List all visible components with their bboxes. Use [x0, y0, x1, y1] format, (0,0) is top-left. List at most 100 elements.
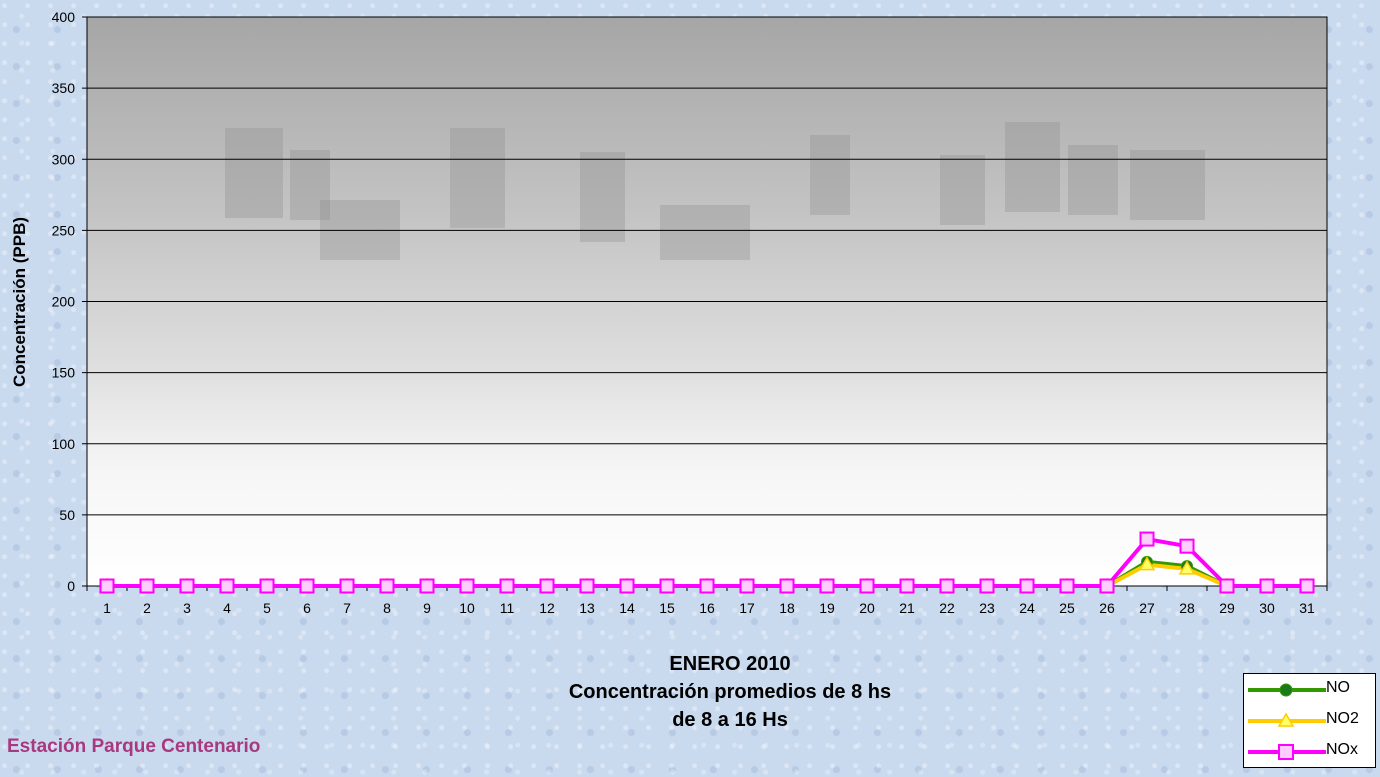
y-tick-label: 250 [52, 222, 76, 238]
legend-item-nox: NOx [1244, 737, 1377, 767]
data-point-nox [419, 578, 435, 594]
x-tick-label: 28 [1179, 600, 1195, 616]
data-point-nox [539, 578, 555, 594]
x-tick-label: 8 [383, 600, 391, 616]
y-tick-label: 0 [67, 578, 75, 594]
x-tick-label: 24 [1019, 600, 1035, 616]
y-tick-label: 400 [52, 9, 76, 25]
data-point-nox [499, 578, 515, 594]
skyline-building [290, 150, 330, 220]
y-axis-label: Concentración (PPB) [10, 217, 29, 387]
x-tick-label: 29 [1219, 600, 1235, 616]
x-tick-label: 13 [579, 600, 595, 616]
x-tick-label: 3 [183, 600, 191, 616]
data-point-nox [1259, 578, 1275, 594]
x-tick-label: 19 [819, 600, 835, 616]
chart-title: ENERO 2010 [669, 653, 791, 675]
legend-label-no2: NO2 [1326, 710, 1359, 727]
x-tick-label: 9 [423, 600, 431, 616]
data-point-nox [699, 578, 715, 594]
skyline-building [1068, 145, 1118, 215]
data-point-nox [739, 578, 755, 594]
data-point-nox [819, 578, 835, 594]
data-point-nox [619, 578, 635, 594]
x-tick-label: 4 [223, 600, 231, 616]
y-tick-label: 350 [52, 80, 76, 96]
data-point-nox [1139, 531, 1155, 547]
chart-subtitle-2: de 8 a 16 Hs [672, 709, 788, 731]
data-point-nox [299, 578, 315, 594]
series-group [98, 531, 1316, 594]
skyline-building [450, 128, 505, 228]
data-point-nox [139, 578, 155, 594]
chart-subtitle-1: Concentración promedios de 8 hs [568, 681, 892, 703]
data-point-no2 [1138, 556, 1156, 571]
skyline-building [1005, 122, 1060, 212]
x-tick-label: 5 [263, 600, 271, 616]
data-point-nox [979, 578, 995, 594]
skyline-building [580, 152, 625, 242]
data-point-nox [259, 578, 275, 594]
x-tick-label: 10 [459, 600, 475, 616]
x-tick-label: 20 [859, 600, 875, 616]
legend-label-no: NO [1326, 679, 1350, 696]
data-point-nox [1099, 578, 1115, 594]
x-tick-label: 7 [343, 600, 351, 616]
x-tick-label: 23 [979, 600, 995, 616]
data-point-no2 [1178, 560, 1196, 575]
skyline-building [660, 205, 750, 260]
data-point-nox [339, 578, 355, 594]
x-tick-label: 1 [103, 600, 111, 616]
x-tick-label: 25 [1059, 600, 1075, 616]
legend-item-no2: NO2 [1244, 706, 1377, 736]
triangle-marker-icon [1277, 712, 1295, 727]
y-tick-label: 300 [52, 151, 76, 167]
y-tick-label: 200 [52, 294, 76, 310]
data-point-nox [459, 578, 475, 594]
legend-item-no: NO [1244, 675, 1377, 705]
skyline-building [1130, 150, 1205, 220]
x-tick-label: 30 [1259, 600, 1275, 616]
circle-marker-icon [1279, 683, 1293, 697]
station-label: Estación Parque Centenario [7, 736, 261, 757]
data-point-nox [1059, 578, 1075, 594]
gridlines [87, 16, 1327, 516]
data-point-nox [939, 578, 955, 594]
data-point-nox [179, 578, 195, 594]
data-point-nox [379, 578, 395, 594]
data-point-nox [859, 578, 875, 594]
data-point-nox [1179, 538, 1195, 554]
x-tick-label: 12 [539, 600, 555, 616]
x-tick-label: 18 [779, 600, 795, 616]
x-tick-label: 26 [1099, 600, 1115, 616]
x-tick-label: 2 [143, 600, 151, 616]
data-point-nox [579, 578, 595, 594]
y-tick-label: 50 [59, 507, 75, 523]
data-point-nox [659, 578, 675, 594]
x-tick-label: 16 [699, 600, 715, 616]
data-point-nox [1019, 578, 1035, 594]
data-point-nox [779, 578, 795, 594]
data-point-nox [219, 578, 235, 594]
x-tick-label: 6 [303, 600, 311, 616]
y-tick-label: 100 [52, 436, 76, 452]
x-tick-label: 15 [659, 600, 675, 616]
x-tick-label: 31 [1299, 600, 1315, 616]
x-tick-label: 11 [500, 600, 515, 616]
legend: NO NO2 NOx [1243, 673, 1376, 768]
x-tick-label: 27 [1139, 600, 1155, 616]
data-point-nox [1219, 578, 1235, 594]
x-tick-label: 21 [899, 600, 915, 616]
square-marker-icon [1278, 744, 1294, 760]
y-tick-label: 150 [52, 365, 76, 381]
x-tick-label: 14 [619, 600, 635, 616]
skyline-building [810, 135, 850, 215]
skyline-building [225, 128, 283, 218]
data-point-nox [1299, 578, 1315, 594]
x-tick-label: 17 [739, 600, 755, 616]
legend-label-nox: NOx [1326, 741, 1358, 758]
skyline-building [940, 155, 985, 225]
data-point-nox [899, 578, 915, 594]
